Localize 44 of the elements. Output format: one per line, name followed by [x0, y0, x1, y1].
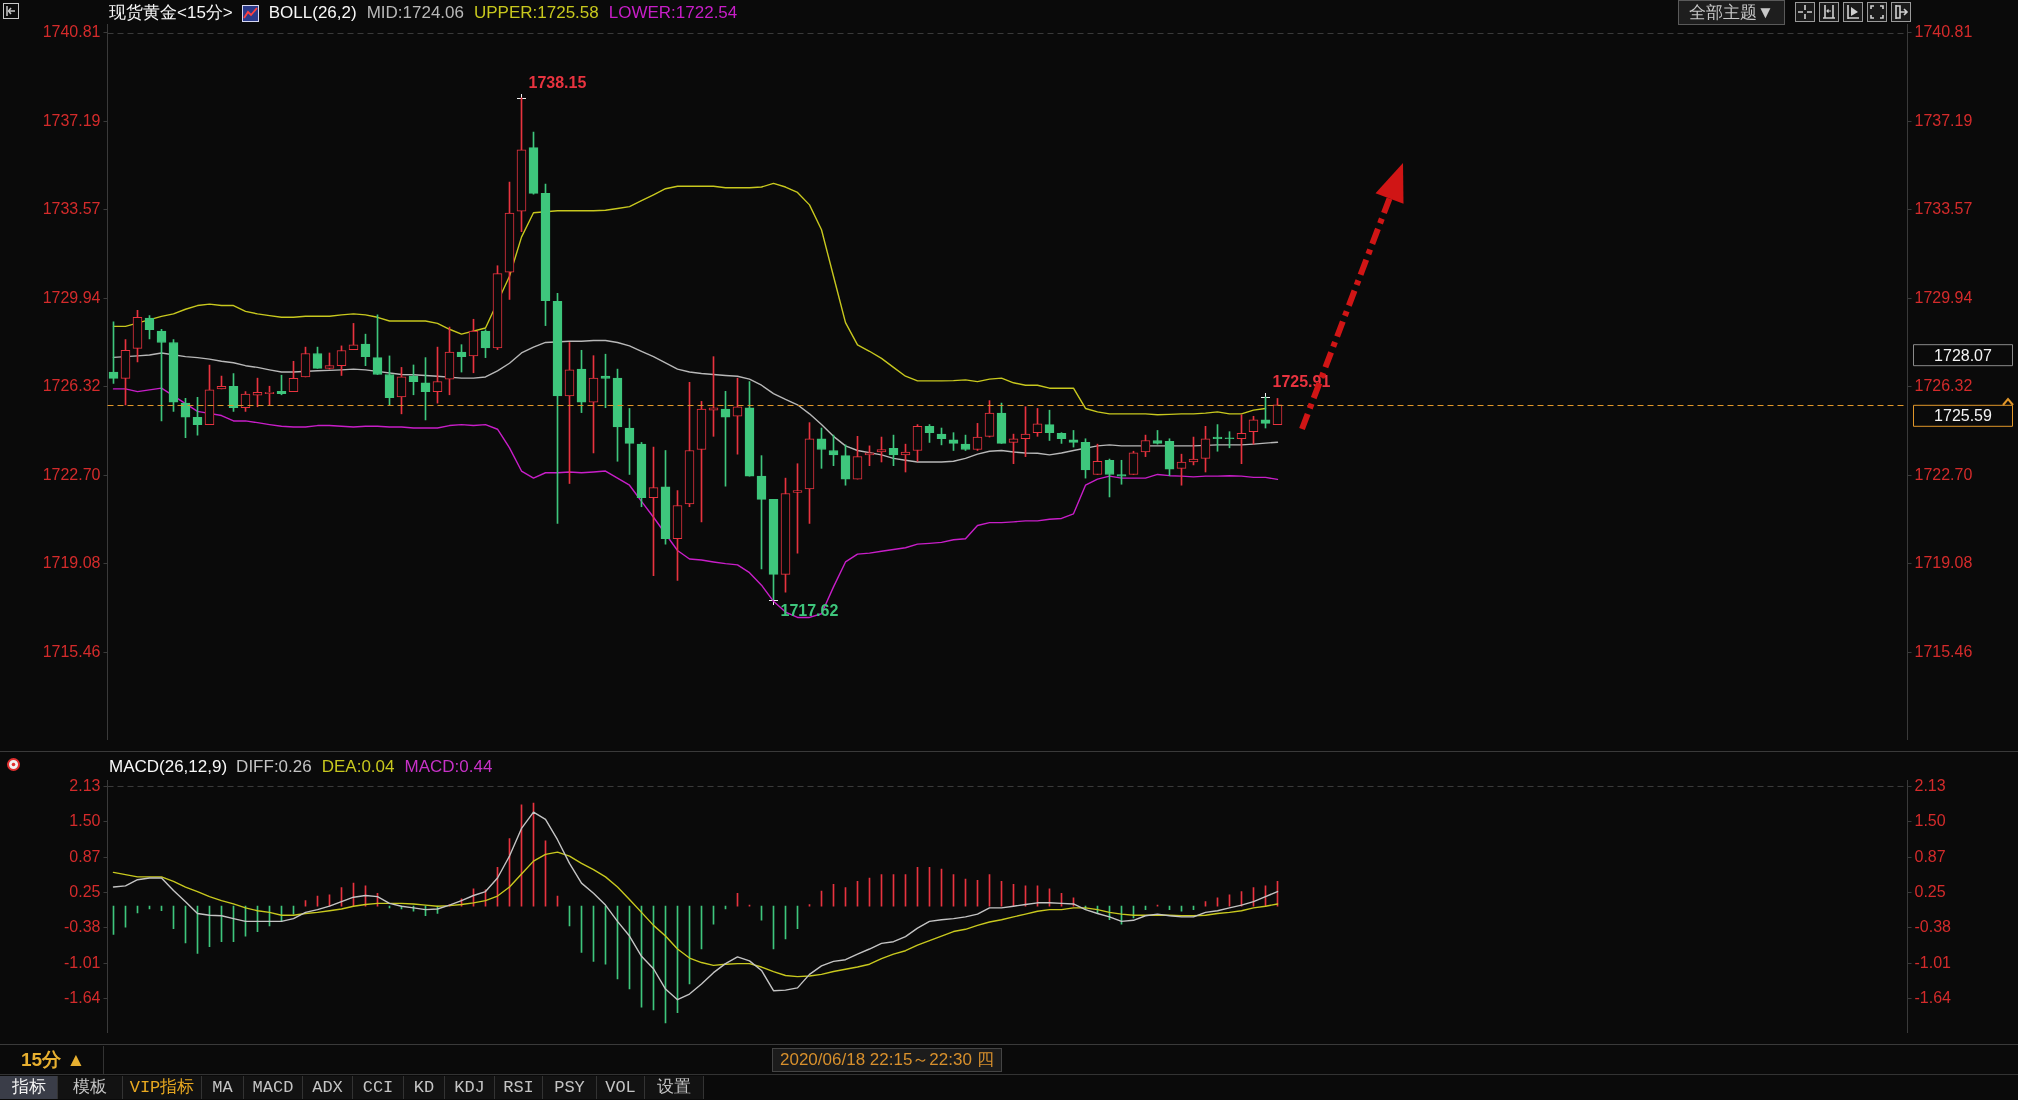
y2-tick-label: -1.64 [1914, 989, 1952, 1006]
y2-tick-label: 1726.32 [1914, 377, 1973, 395]
y2-tick-label: -0.38 [1914, 918, 1952, 936]
text: LOWER:1722.54 [608, 3, 738, 23]
text: MACD:0.44 [404, 757, 493, 777]
y2-tick-label: 1740.81 [1914, 23, 1973, 41]
y2-tick-label: 1715.46 [1914, 642, 1973, 660]
y2-tick-label: 1729.94 [1914, 288, 1973, 306]
y2-tick-label: 1719.08 [1914, 554, 1973, 572]
text: 15分 ▲ [21, 1049, 86, 1071]
text: 2020/06/18 22:15～22:30 四 [772, 1048, 1002, 1072]
text: 1725.59 [1934, 407, 1993, 425]
y-tick-label: 1733.57 [42, 200, 101, 218]
y-tick-label: 1719.08 [42, 554, 101, 572]
y-tick-label: 0.87 [69, 847, 101, 865]
y-tick-label: -0.38 [64, 918, 101, 936]
y2-tick-label: 0.87 [1914, 847, 1946, 865]
y-tick-label: 0.25 [69, 882, 101, 900]
annotation: 1738.15 [528, 74, 587, 92]
y2-tick-label: 1.50 [1914, 812, 1946, 830]
text: DIFF:0.26 [236, 757, 312, 777]
y-tick-label: -1.01 [64, 953, 101, 971]
y-tick-label: 1737.19 [42, 111, 101, 129]
chart-title: MACD(26,12,9) [109, 757, 228, 777]
y2-tick-label: 1722.70 [1914, 465, 1973, 483]
y2-tick-label: 0.25 [1914, 882, 1946, 900]
y-tick-label: 1722.70 [42, 465, 101, 483]
y2-tick-label: 1737.19 [1914, 111, 1973, 129]
text: UPPER:1725.58 [474, 3, 599, 23]
y-tick-label: 1729.94 [42, 288, 101, 306]
y-tick-label: 1726.32 [42, 377, 101, 395]
y-tick-label: 1.50 [69, 812, 101, 830]
text: MID:1724.06 [366, 3, 464, 23]
y-tick-label: 1740.81 [42, 23, 101, 41]
text: 1728.07 [1934, 346, 1993, 364]
y-tick-label: 1715.46 [42, 642, 101, 660]
chart-title: 现货黄金<15分> [109, 3, 233, 23]
y2-tick-label: 1733.57 [1914, 200, 1973, 218]
y2-tick-label: 2.13 [1914, 776, 1946, 794]
text: DEA:0.04 [321, 757, 395, 777]
y-tick-label: -1.64 [64, 989, 101, 1006]
y2-tick-label: -1.01 [1914, 953, 1952, 971]
y-tick-label: 2.13 [69, 776, 101, 794]
legend-title: BOLL(26,2) [268, 3, 357, 23]
